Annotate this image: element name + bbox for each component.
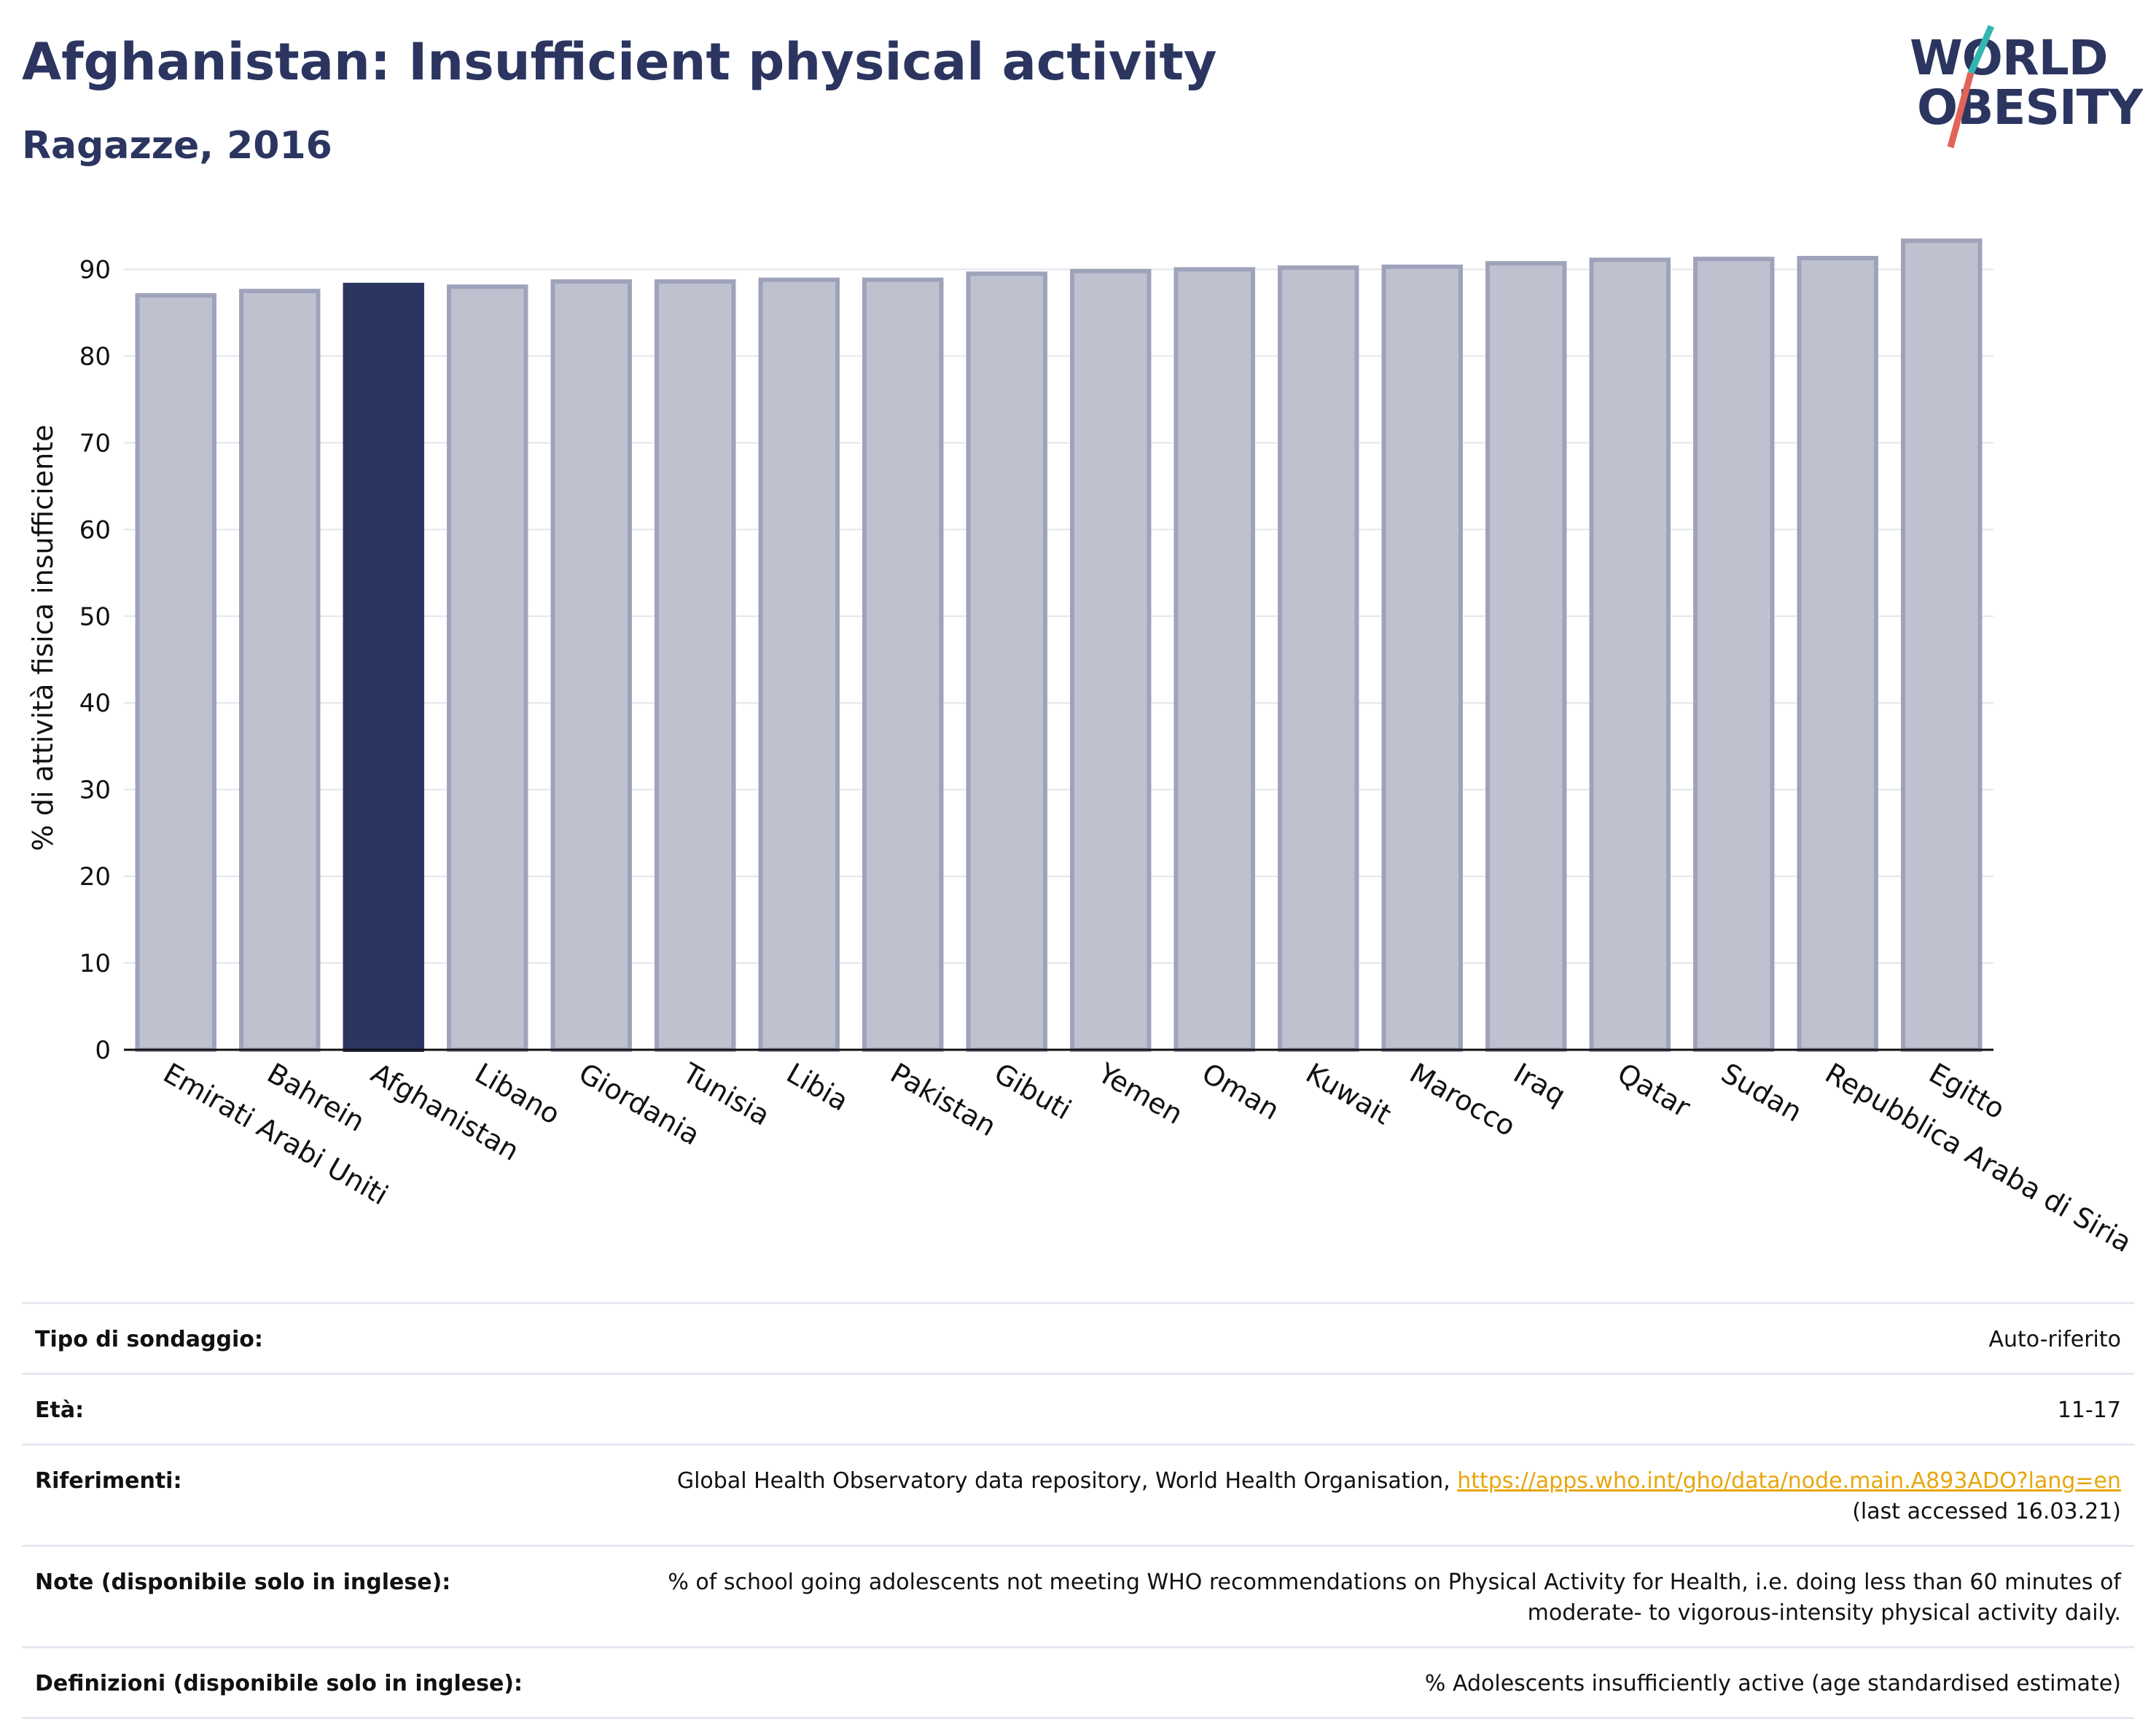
x-tick-label: Marocco — [1405, 1057, 1521, 1143]
x-axis-labels: Emirati Arabi UnitiBahreinAfghanistanLib… — [158, 1056, 2137, 1258]
logo-slash-teal — [1967, 25, 1995, 74]
bar-emirati-arabi-uniti — [135, 293, 216, 1053]
bar-gibuti — [966, 271, 1047, 1053]
metadata-value-text: % Adolescents insufficiently active (age… — [1424, 1671, 2121, 1696]
chart-title: Afghanistan: Insufficient physical activ… — [22, 32, 1217, 92]
metadata-value-text: Global Health Observatory data repositor… — [676, 1468, 1458, 1494]
bar-bahrein — [239, 289, 321, 1052]
bar-pakistan — [862, 277, 944, 1053]
gridlines — [124, 268, 1993, 964]
bar-oman — [1173, 267, 1255, 1053]
metadata-label: Tipo di sondaggio: — [35, 1327, 263, 1352]
y-tick-label: 20 — [79, 862, 111, 892]
y-tick-label: 50 — [79, 602, 111, 631]
metadata-row: Riferimenti: Global Health Observatory da… — [22, 1446, 2134, 1547]
metadata-label: Definizioni (disponibile solo in inglese… — [35, 1671, 523, 1696]
bar-libia — [758, 277, 840, 1053]
x-tick-label: Sudan — [1716, 1057, 1808, 1129]
x-tick-label: Yemen — [1092, 1056, 1188, 1131]
x-tick-label: Libia — [781, 1057, 854, 1118]
bars — [135, 238, 1983, 1053]
bar-afghanistan — [343, 282, 424, 1053]
bar-sudan — [1693, 257, 1775, 1053]
metadata-row: Definizioni (disponibile solo in inglese… — [22, 1648, 2134, 1719]
bar-egitto — [1901, 238, 1983, 1052]
metadata-value-text-continued: moderate- to vigorous-intensity physical… — [1527, 1600, 2121, 1626]
y-tick-label: 30 — [79, 776, 111, 805]
reference-link[interactable]: https://apps.who.int/gho/data/node.main.… — [1457, 1468, 2121, 1494]
metadata-row: Età: 11-17 — [22, 1375, 2134, 1446]
y-axis-label: % di attività fisica insufficiente — [27, 425, 59, 851]
y-axis-ticks: 0 10 20 30 40 50 60 70 80 90 — [79, 255, 111, 1065]
y-tick-label: 60 — [79, 515, 111, 545]
metadata-value-text-continued: (last accessed 16.03.21) — [1852, 1499, 2121, 1524]
metadata-value: % of school going adolescents not meetin… — [668, 1567, 2121, 1629]
metadata-value: 11-17 — [2058, 1395, 2121, 1426]
metadata-row: Note (disponibile solo in inglese): % of … — [22, 1547, 2134, 1648]
y-tick-label: 70 — [79, 429, 111, 458]
metadata-value: Auto-riferito — [1988, 1325, 2121, 1355]
metadata-table: Tipo di sondaggio: Auto-riferito Età: 11-17… — [22, 1302, 2134, 1719]
x-tick-label: Oman — [1197, 1057, 1285, 1126]
bar-marocco — [1381, 264, 1463, 1052]
logo-line1: WORLD — [1910, 30, 2108, 86]
bar-giordania — [550, 279, 632, 1052]
y-tick-label: 0 — [95, 1036, 111, 1065]
metadata-value-text: % of school going adolescents not meetin… — [668, 1570, 2121, 1595]
metadata-value-text: Auto-riferito — [1988, 1327, 2121, 1352]
metadata-row: Tipo di sondaggio: Auto-riferito — [22, 1304, 2134, 1375]
y-tick-label: 10 — [79, 949, 111, 978]
bar-kuwait — [1278, 265, 1359, 1052]
bar-yemen — [1070, 268, 1152, 1052]
metadata-value: % Adolescents insufficiently active (age… — [1425, 1669, 2121, 1699]
x-tick-label: Kuwait — [1300, 1057, 1397, 1131]
bar-repubblica-araba-di-siria — [1797, 256, 1878, 1053]
world-obesity-logo: WORLD OBESITY — [1910, 25, 2143, 149]
x-tick-label: Iraq — [1508, 1057, 1571, 1112]
metadata-label: Età: — [35, 1398, 85, 1423]
metadata-value-text: 11-17 — [2057, 1398, 2121, 1423]
y-tick-label: 40 — [79, 689, 111, 718]
bar-chart: 0 10 20 30 40 50 60 70 80 90 Emirati Arabi UnitiB… — [27, 238, 2137, 1258]
metadata-label: Note (disponibile solo in inglese): — [35, 1570, 451, 1595]
chart-subtitle: Ragazze, 2016 — [22, 124, 332, 168]
bar-qatar — [1589, 257, 1671, 1052]
metadata-label: Riferimenti: — [35, 1468, 182, 1494]
y-tick-label: 80 — [79, 342, 111, 371]
bar-libano — [447, 284, 528, 1052]
x-tick-label: Gibuti — [989, 1057, 1077, 1126]
x-tick-label: Pakistan — [885, 1057, 1001, 1143]
logo-slash-red — [1947, 71, 1975, 149]
bar-iraq — [1485, 261, 1567, 1053]
bar-tunisia — [655, 279, 736, 1052]
metadata-value: Global Health Observatory data repositor… — [677, 1466, 2121, 1527]
x-tick-label: Qatar — [1612, 1057, 1696, 1124]
y-tick-label: 90 — [79, 255, 111, 284]
